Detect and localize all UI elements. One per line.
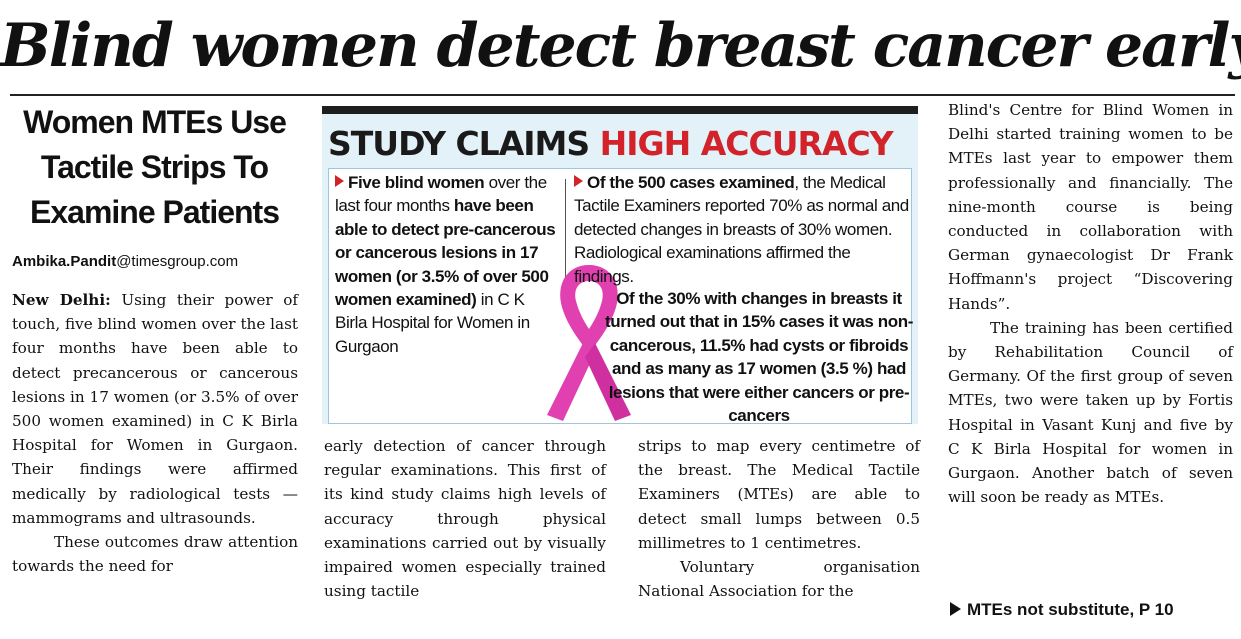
pointer-arrow-icon (950, 602, 961, 616)
infobox-right-text: Of the 500 cases examined, the Medical T… (574, 173, 909, 286)
byline-domain: @timesgroup.com (116, 253, 239, 270)
red-arrow-icon (335, 175, 344, 187)
headline-rule (10, 94, 1235, 96)
infobox-content: Five blind women over the last four mont… (328, 168, 913, 427)
article-column-3: strips to map every centimetre of the br… (638, 434, 920, 603)
see-also-link[interactable]: MTEs not substitute, P 10 (950, 598, 1235, 622)
dateline: New Delhi: (12, 291, 111, 309)
article-paragraph-2-cont: early detection of cancer through regula… (324, 437, 606, 601)
infobox-divider (565, 179, 566, 279)
pink-ribbon-icon (529, 257, 649, 427)
byline-name: Ambika.Pandit (12, 253, 117, 270)
article-column-1: New Delhi: Using their power of touch, f… (12, 288, 298, 578)
article-paragraph-1: New Delhi: Using their power of touch, f… (12, 291, 299, 527)
red-arrow-icon (574, 175, 583, 187)
infobox-right-bold-text: Of the 30% with changes in breasts it tu… (605, 289, 913, 426)
infobox-title: STUDY CLAIMS HIGH ACCURACY (328, 124, 894, 163)
headline: Blind women detect breast cancer early (0, 11, 1241, 81)
article-column-2: early detection of cancer through regula… (324, 434, 606, 603)
article-paragraph-2-end: strips to map every centimetre of the br… (638, 437, 920, 552)
article-paragraph-4: The training has been certified by Rehab… (948, 318, 1233, 507)
subheadline: Women MTEs Use Tactile Strips To Examine… (23, 104, 287, 230)
study-infobox: STUDY CLAIMS HIGH ACCURACY Five blind wo… (322, 106, 918, 427)
article-column-4: Blind's Centre for Blind Women in Delhi … (948, 98, 1233, 509)
article-paragraph-3-cont: Blind's Centre for Blind Women in Delhi … (948, 101, 1233, 313)
infobox-left-text: Five blind women over the last four mont… (335, 173, 556, 356)
article-paragraph-2-start: These outcomes draw attention towards th… (12, 533, 298, 576)
article-paragraph-3-start: Voluntary organisation National Associat… (638, 558, 920, 601)
byline: Ambika.Pandit@timesgroup.com (12, 250, 302, 274)
